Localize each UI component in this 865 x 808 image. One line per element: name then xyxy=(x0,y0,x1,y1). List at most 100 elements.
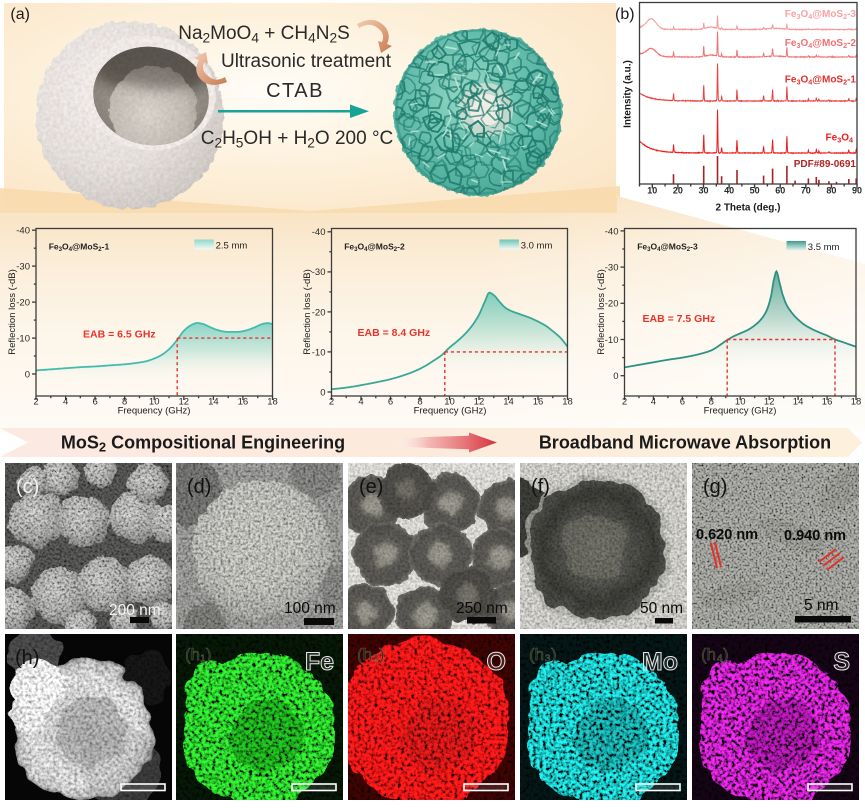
svg-text:(h): (h) xyxy=(15,647,39,669)
svg-text:-20: -20 xyxy=(16,298,30,309)
svg-text:12: 12 xyxy=(474,397,485,408)
svg-text:MoS2​ Compositional Engineerin: MoS2​ Compositional Engineering xyxy=(61,433,345,455)
svg-text:2: 2 xyxy=(329,397,334,408)
svg-text:Fe3​O4​@MoS2​-3: Fe3​O4​@MoS2​-3 xyxy=(637,242,698,254)
svg-text:250 nm: 250 nm xyxy=(456,600,508,617)
svg-text:8: 8 xyxy=(709,397,714,408)
svg-text:-40: -40 xyxy=(312,227,326,238)
svg-text:Fe: Fe xyxy=(305,648,334,676)
svg-text:Fe3​O4​@MoS2​-2: Fe3​O4​@MoS2​-2 xyxy=(344,242,405,254)
svg-text:(h₃): (h₃) xyxy=(529,645,557,664)
svg-text:10: 10 xyxy=(647,186,657,196)
svg-text:60: 60 xyxy=(775,186,785,196)
svg-text:50: 50 xyxy=(750,186,760,196)
svg-text:200 nm: 200 nm xyxy=(109,602,161,619)
svg-text:-10: -10 xyxy=(605,335,619,346)
svg-text:S: S xyxy=(833,648,850,676)
svg-text:Fe3​O4​@MoS2​-3: Fe3​O4​@MoS2​-3 xyxy=(785,9,857,21)
svg-text:EAB = 7.5 GHz: EAB = 7.5 GHz xyxy=(643,313,716,325)
svg-text:Intensity (a.u.): Intensity (a.u.) xyxy=(623,60,634,128)
svg-text:C2​H5​OH + H2​O 200 °C: C2​H5​OH + H2​O 200 °C xyxy=(201,128,394,150)
svg-text:(h₂): (h₂) xyxy=(357,645,384,664)
svg-text:(h₁): (h₁) xyxy=(185,645,212,664)
svg-text:-40: -40 xyxy=(16,226,30,237)
svg-text:14: 14 xyxy=(208,397,219,408)
svg-text:10: 10 xyxy=(149,397,160,408)
svg-text:100 nm: 100 nm xyxy=(284,600,336,617)
svg-text:90: 90 xyxy=(852,186,862,196)
svg-text:12: 12 xyxy=(764,397,775,408)
svg-text:2.5 mm: 2.5 mm xyxy=(216,241,248,252)
svg-text:6: 6 xyxy=(680,397,685,408)
svg-text:5 nm: 5 nm xyxy=(804,597,838,614)
svg-text:8: 8 xyxy=(417,397,422,408)
svg-text:CTAB: CTAB xyxy=(266,80,324,102)
svg-text:(e): (e) xyxy=(359,476,383,498)
svg-text:(h₄): (h₄) xyxy=(701,645,729,664)
svg-text:30: 30 xyxy=(698,186,708,196)
svg-text:(b): (b) xyxy=(615,6,635,23)
svg-text:18: 18 xyxy=(267,397,278,408)
svg-text:4: 4 xyxy=(651,397,656,408)
svg-text:80: 80 xyxy=(826,186,836,196)
svg-text:70: 70 xyxy=(801,186,811,196)
svg-text:40: 40 xyxy=(724,186,734,196)
svg-text:Mo: Mo xyxy=(642,648,678,676)
svg-text:Frequency (GHz): Frequency (GHz) xyxy=(118,406,191,417)
svg-text:-10: -10 xyxy=(312,347,326,358)
svg-text:2: 2 xyxy=(622,397,627,408)
svg-text:12: 12 xyxy=(179,397,190,408)
svg-text:EAB = 6.5 GHz: EAB = 6.5 GHz xyxy=(83,329,156,341)
svg-text:8: 8 xyxy=(122,397,127,408)
svg-text:-30: -30 xyxy=(312,267,326,278)
svg-text:0.620 nm: 0.620 nm xyxy=(696,527,758,543)
svg-text:-10: -10 xyxy=(16,333,30,344)
svg-text:18: 18 xyxy=(851,397,862,408)
svg-text:0: 0 xyxy=(320,387,325,398)
svg-text:20: 20 xyxy=(673,186,683,196)
svg-text:Broadband Microwave Absorption: Broadband Microwave Absorption xyxy=(539,433,831,453)
svg-text:-20: -20 xyxy=(605,299,619,310)
svg-text:PDF#89-0691: PDF#89-0691 xyxy=(794,159,857,170)
svg-text:18: 18 xyxy=(562,397,573,408)
svg-text:3.0 mm: 3.0 mm xyxy=(521,241,553,252)
svg-text:Reflection loss (-dB): Reflection loss (-dB) xyxy=(302,269,313,355)
svg-text:16: 16 xyxy=(822,397,833,408)
svg-text:Frequency (GHz): Frequency (GHz) xyxy=(414,406,487,417)
svg-text:-40: -40 xyxy=(605,226,619,237)
svg-text:6: 6 xyxy=(92,397,97,408)
svg-text:EAB = 8.4 GHz: EAB = 8.4 GHz xyxy=(358,327,431,339)
svg-text:2: 2 xyxy=(33,397,38,408)
svg-text:4: 4 xyxy=(358,397,363,408)
svg-text:Reflection loss (-dB): Reflection loss (-dB) xyxy=(7,269,18,355)
svg-text:(c): (c) xyxy=(16,476,39,498)
svg-text:-30: -30 xyxy=(16,262,30,273)
svg-text:Fe3​O4​@MoS2​-1: Fe3​O4​@MoS2​-1 xyxy=(785,75,857,87)
svg-text:50 nm: 50 nm xyxy=(640,600,683,617)
svg-text:Fe3​O4​@MoS2​-2: Fe3​O4​@MoS2​-2 xyxy=(785,38,857,50)
svg-text:0: 0 xyxy=(613,371,618,382)
svg-text:4: 4 xyxy=(63,397,68,408)
svg-text:Fe3​O4​@MoS2​-1: Fe3​O4​@MoS2​-1 xyxy=(49,242,110,254)
svg-text:Frequency (GHz): Frequency (GHz) xyxy=(704,406,777,417)
svg-text:Reflection loss (-dB): Reflection loss (-dB) xyxy=(596,269,607,355)
svg-text:-20: -20 xyxy=(312,307,326,318)
svg-text:(g): (g) xyxy=(703,476,727,498)
svg-text:16: 16 xyxy=(238,397,249,408)
svg-text:(f): (f) xyxy=(531,476,550,498)
svg-text:3.5 mm: 3.5 mm xyxy=(808,242,840,253)
svg-text:0.940 nm: 0.940 nm xyxy=(784,528,846,544)
svg-text:14: 14 xyxy=(793,397,804,408)
svg-text:0: 0 xyxy=(25,369,30,380)
svg-text:16: 16 xyxy=(533,397,544,408)
svg-text:Na2​MoO4​ + CH4​N2​S: Na2​MoO4​ + CH4​N2​S xyxy=(178,23,350,45)
svg-text:-30: -30 xyxy=(605,263,619,274)
svg-text:6: 6 xyxy=(388,397,393,408)
svg-text:O: O xyxy=(487,648,506,676)
svg-text:10: 10 xyxy=(735,397,746,408)
svg-text:Fe3​O4​: Fe3​O4​ xyxy=(826,133,853,145)
svg-text:(a): (a) xyxy=(10,6,30,23)
svg-text:14: 14 xyxy=(503,397,514,408)
svg-text:2 Theta (deg.): 2 Theta (deg.) xyxy=(715,203,780,214)
svg-text:(d): (d) xyxy=(187,476,211,498)
